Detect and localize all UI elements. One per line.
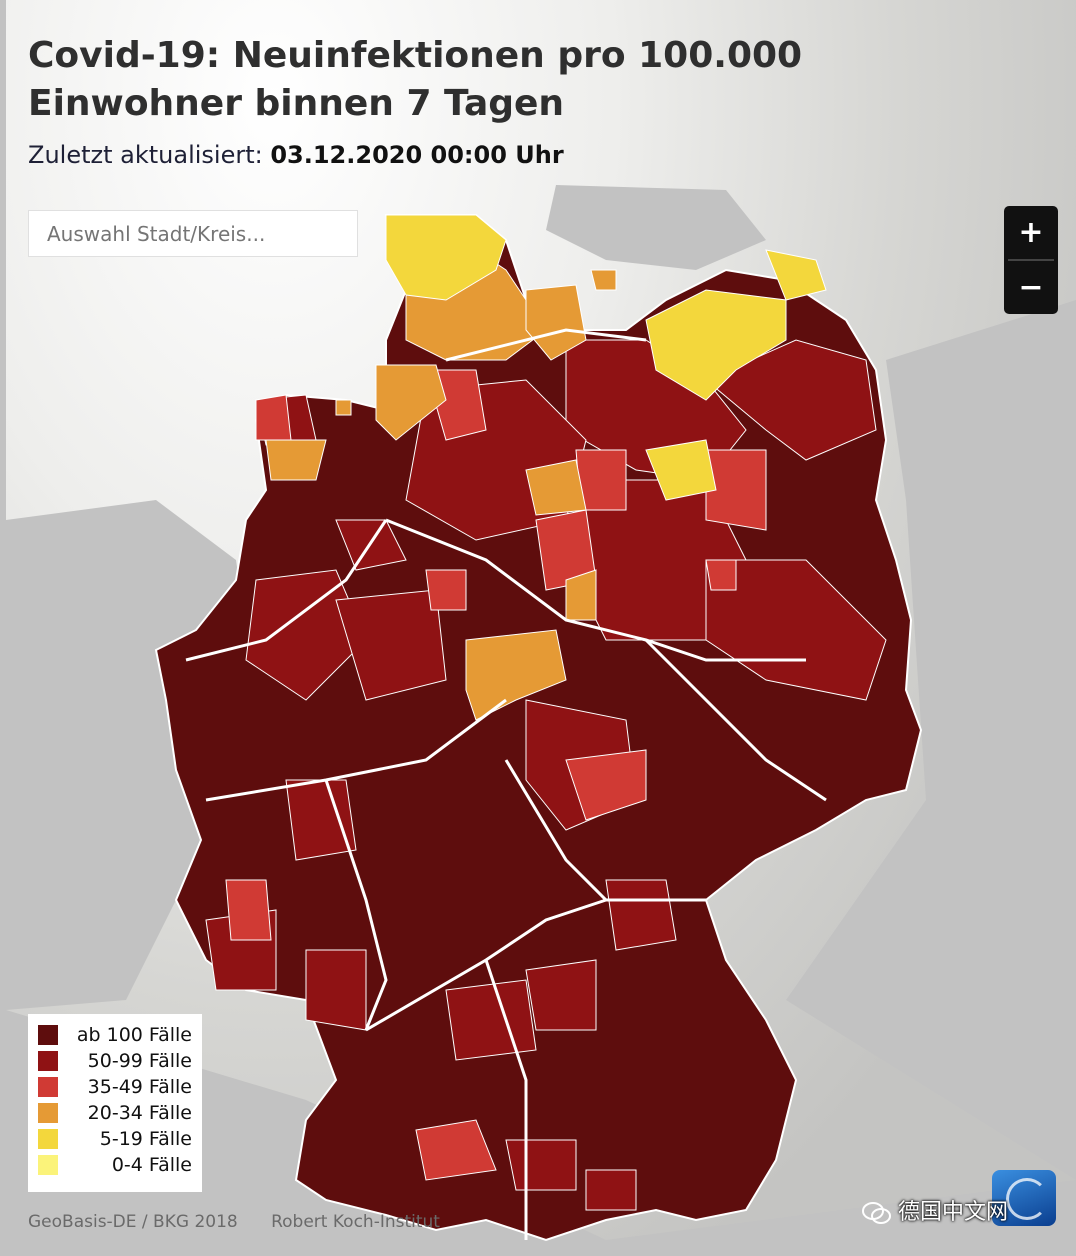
neighbor-land-west [6,500,256,1010]
legend-swatch [38,1077,58,1097]
last-updated-value: 03.12.2020 00:00 Uhr [270,141,564,169]
germany-map[interactable] [6,0,1076,1256]
wechat-icon [862,1202,891,1224]
neighbor-land-south [6,1010,1076,1256]
last-updated: Zuletzt aktualisiert: 03.12.2020 00:00 U… [28,141,564,169]
map-title: Covid-19: Neuinfektionen pro 100.000 Ein… [28,35,803,124]
legend-swatch [38,1051,58,1071]
neighbor-land-east [786,300,1076,1180]
legend-item: 50-99 Fälle [38,1048,192,1074]
legend-swatch [38,1129,58,1149]
brand-logo-icon [992,1170,1056,1226]
legend-swatch [38,1025,58,1045]
map-container[interactable]: Covid-19: Neuinfektionen pro 100.000 Ein… [6,0,1076,1256]
legend-item: 0-4 Fälle [38,1152,192,1178]
legend-label: 20-34 Fälle [87,1102,192,1124]
legend-label: ab 100 Fälle [76,1024,192,1046]
legend-swatch [38,1103,58,1123]
watermark-label: 德国中文网 [862,1194,1008,1226]
watermark: 德国中文网 [862,1170,1056,1250]
watermark-text: 德国中文网 [898,1200,1009,1225]
last-updated-label: Zuletzt aktualisiert: [28,141,263,169]
legend-label: 0-4 Fälle [111,1154,192,1176]
zoom-in-button[interactable]: + [1004,206,1058,259]
regions-5-19 [385,214,827,501]
state-borders [185,328,827,1240]
search-input[interactable] [28,210,358,257]
legend-swatch [38,1155,58,1175]
legend-label: 50-99 Fälle [87,1050,192,1072]
legend: ab 100 Fälle 50-99 Fälle 35-49 Fälle 20-… [28,1014,202,1192]
zoom-divider [1008,259,1054,261]
legend-item: 35-49 Fälle [38,1074,192,1100]
legend-label: 35-49 Fälle [87,1076,192,1098]
zoom-out-button[interactable]: − [1004,261,1058,314]
credit-geobasis[interactable]: GeoBasis-DE / BKG 2018 [28,1212,238,1232]
denmark-land [546,185,766,270]
map-credits: GeoBasis-DE / BKG 2018 Robert Koch-Insti… [28,1212,468,1232]
legend-item: ab 100 Fälle [38,1022,192,1048]
zoom-control: + − [1004,206,1058,314]
credit-rki[interactable]: Robert Koch-Institut [271,1212,440,1232]
legend-item: 5-19 Fälle [38,1126,192,1152]
legend-label: 5-19 Fälle [99,1128,192,1150]
regions-35-49 [225,369,767,1181]
legend-item: 20-34 Fälle [38,1100,192,1126]
